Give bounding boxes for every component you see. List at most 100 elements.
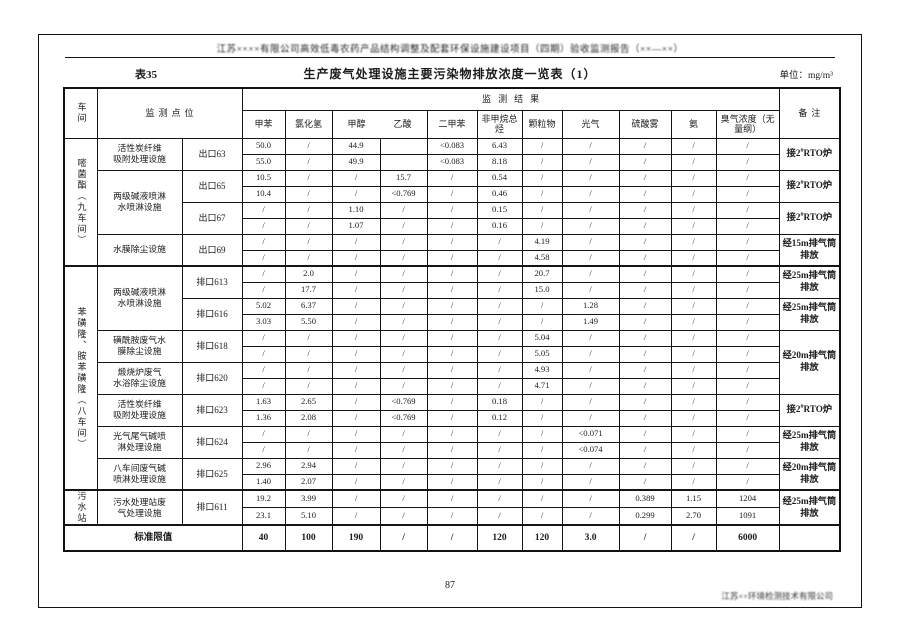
result-cell: / — [521, 489, 563, 508]
result-cell: <0.071 — [561, 425, 620, 443]
result-cell: / — [618, 297, 672, 315]
result-cell: / — [284, 153, 333, 171]
result-cell: / — [379, 345, 428, 363]
result-cell: / — [284, 233, 333, 251]
limit-cell: 120 — [521, 524, 563, 552]
limit-cell: 40 — [241, 524, 286, 552]
result-cell: 4.19 — [521, 233, 563, 251]
result-cell: / — [331, 507, 381, 526]
result-cell: / — [331, 265, 381, 283]
section-label: 污水站 — [63, 489, 98, 526]
result-cell: / — [284, 185, 333, 203]
result-cell: 0.46 — [476, 185, 523, 203]
result-cell: / — [561, 185, 620, 203]
remark-cell: 经25m排气筒排放 — [778, 425, 841, 459]
result-cell: / — [561, 345, 620, 363]
result-cell: / — [618, 201, 672, 219]
result-cell: / — [426, 377, 478, 395]
result-cell: / — [715, 217, 780, 235]
result-cell: / — [426, 249, 478, 267]
result-cell: / — [426, 507, 478, 526]
result-cell: / — [284, 361, 333, 379]
result-cell: / — [618, 233, 672, 251]
header-monitor-point: 监测点位 — [96, 87, 243, 139]
result-cell: / — [331, 345, 381, 363]
result-cell: / — [670, 137, 717, 155]
result-cell: / — [561, 409, 620, 427]
remark-cell: 经20m排气筒排放 — [778, 329, 841, 395]
limit-cell: / — [618, 524, 672, 552]
col-acetic-acid: 乙酸 — [393, 118, 412, 129]
header-rule — [65, 57, 835, 58]
result-cell: 8.18 — [476, 153, 523, 171]
outlet-label: 排口625 — [181, 457, 243, 491]
result-cell: 1.10 — [331, 201, 381, 219]
limit-cell: 6000 — [715, 524, 780, 552]
result-cell: <0.769 — [379, 409, 428, 427]
emission-table: 车间 监测点位 监测结果 备注 甲苯 氯化氢 甲醇 乙酸 二甲苯 非甲烷总烃 颗… — [63, 87, 842, 552]
remark-cell: 经25m排气筒排放 — [778, 297, 841, 331]
result-cell: / — [476, 281, 523, 299]
result-cell: / — [379, 361, 428, 379]
result-cell: / — [521, 185, 563, 203]
col-toluene: 甲苯 — [241, 109, 286, 139]
remark-cell: 接2#RTO炉 — [778, 137, 841, 171]
result-cell: / — [476, 425, 523, 443]
remark-cell: 接2#RTO炉 — [778, 201, 841, 235]
result-cell: 15.7 — [379, 169, 428, 187]
header-workshop: 车间 — [63, 87, 98, 139]
result-cell: / — [241, 217, 286, 235]
result-cell: / — [715, 137, 780, 155]
result-cell: / — [331, 377, 381, 395]
result-cell: / — [561, 377, 620, 395]
result-cell: / — [379, 329, 428, 347]
outlet-label: 排口611 — [181, 489, 243, 526]
outlet-label: 排口613 — [181, 265, 243, 299]
result-cell: / — [618, 393, 672, 411]
result-cell: / — [284, 377, 333, 395]
result-cell: / — [618, 457, 672, 475]
result-cell: / — [426, 409, 478, 427]
result-cell: 0.18 — [476, 393, 523, 411]
result-cell: / — [521, 425, 563, 443]
result-cell: / — [379, 441, 428, 459]
col-methanol: 甲醇 — [347, 118, 366, 129]
result-cell: / — [715, 345, 780, 363]
result-cell: / — [426, 233, 478, 251]
result-cell: / — [476, 265, 523, 283]
result-cell: / — [618, 153, 672, 171]
page-title: 生产废气处理设施主要污染物排放浓度一览表（1） — [303, 67, 597, 81]
facility-name: 两级碱液喷淋 水喷淋设施 — [96, 265, 183, 331]
result-cell: 2.70 — [670, 507, 717, 526]
result-cell: 1.40 — [241, 473, 286, 491]
remark-cell: 接2#RTO炉 — [778, 169, 841, 203]
outlet-label: 排口624 — [181, 425, 243, 459]
result-cell: / — [331, 457, 381, 475]
result-cell: / — [618, 425, 672, 443]
result-cell: / — [379, 489, 428, 508]
result-cell: / — [715, 361, 780, 379]
result-cell: / — [618, 313, 672, 331]
result-cell: 2.07 — [284, 473, 333, 491]
result-cell: / — [379, 217, 428, 235]
result-cell: / — [476, 457, 523, 475]
result-cell: / — [561, 137, 620, 155]
result-cell: / — [715, 297, 780, 315]
result-cell: / — [715, 313, 780, 331]
result-cell: / — [331, 185, 381, 203]
col-ammonia: 氨 — [670, 109, 717, 139]
result-cell: 0.12 — [476, 409, 523, 427]
result-cell: / — [379, 297, 428, 315]
result-cell: / — [521, 169, 563, 187]
report-page: 江苏××××有限公司高效低毒农药产品结构调整及配套环保设施建设项目（四期）验收监… — [38, 34, 862, 608]
result-cell: / — [715, 425, 780, 443]
result-cell: / — [670, 265, 717, 283]
remark-cell: 接2#RTO炉 — [778, 393, 841, 427]
result-cell: / — [284, 217, 333, 235]
result-cell: / — [670, 345, 717, 363]
result-cell: / — [331, 233, 381, 251]
result-cell: / — [331, 473, 381, 491]
result-cell: / — [241, 265, 286, 283]
result-cell: 1.49 — [561, 313, 620, 331]
limit-cell: / — [379, 524, 428, 552]
